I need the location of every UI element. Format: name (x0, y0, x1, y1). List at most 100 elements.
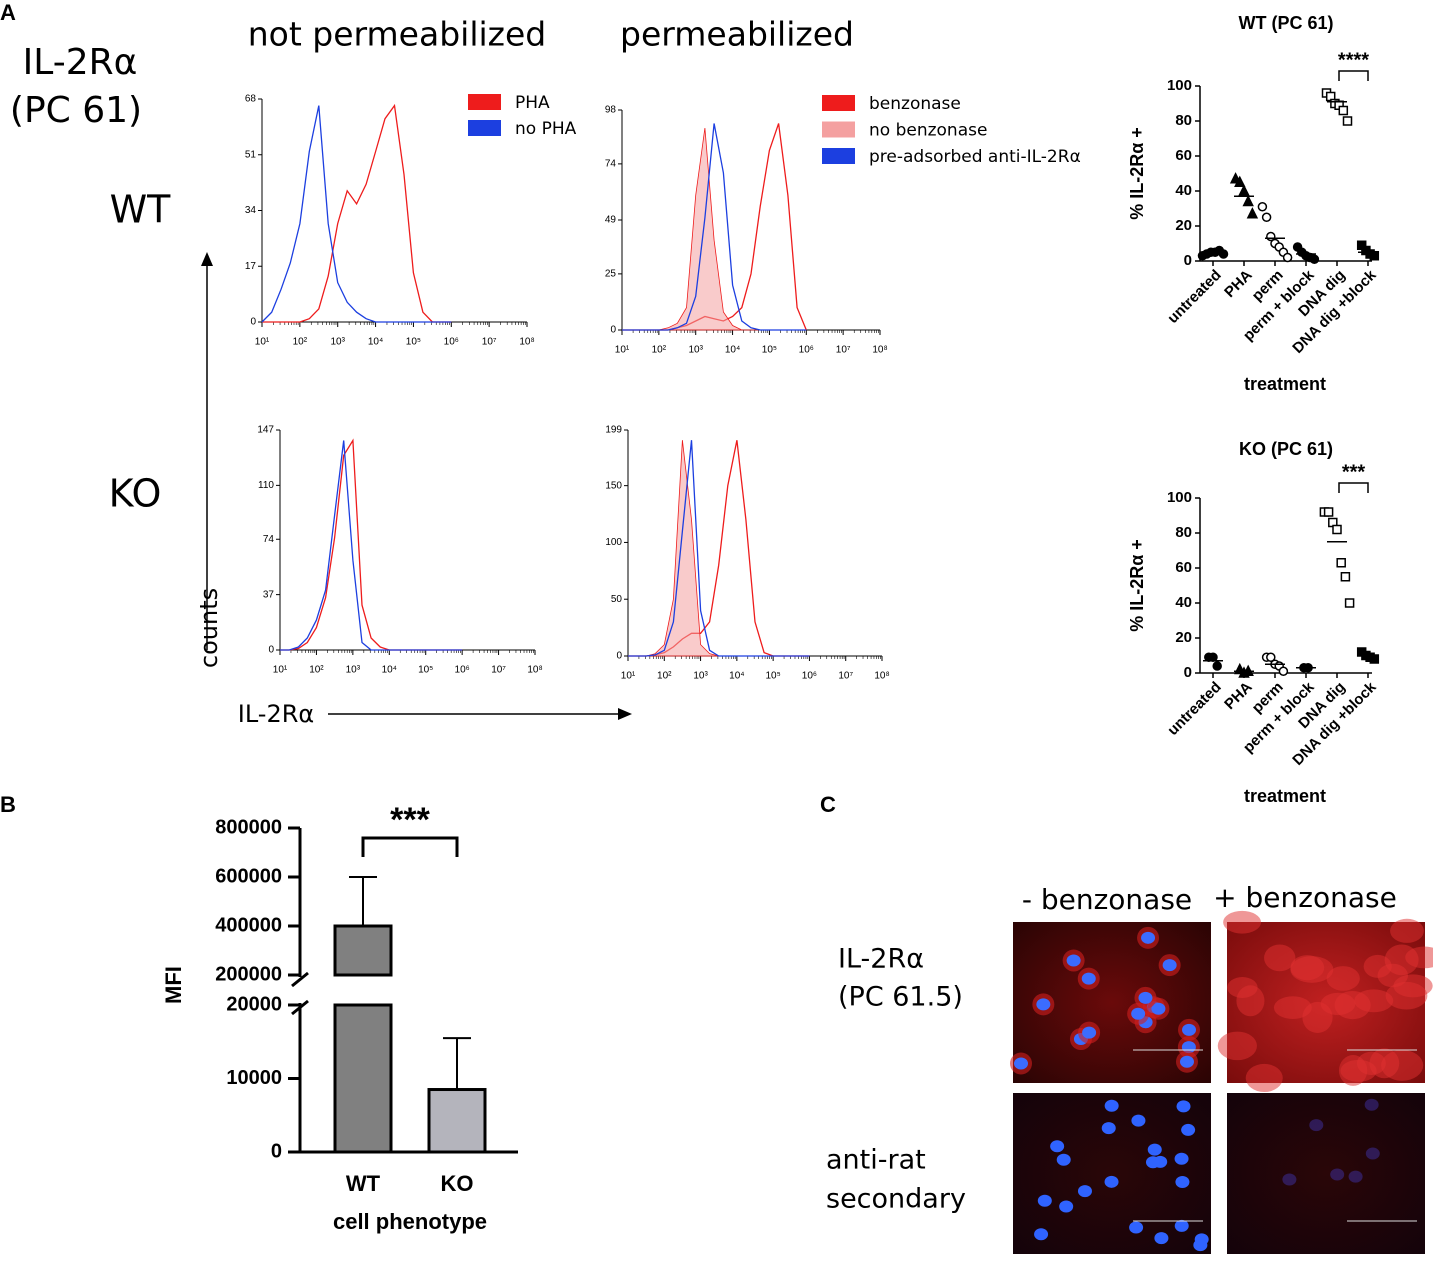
y-tick-label: 60 (1175, 559, 1192, 576)
x-tick-label: 10⁷ (482, 337, 497, 348)
axis-label: % IL-2Rα + (1127, 539, 1147, 632)
cell (1390, 918, 1424, 943)
data-point (1246, 207, 1259, 219)
row-label: KO (109, 472, 162, 516)
bar (333, 924, 393, 977)
panel-label: A (0, 0, 16, 25)
nucleus (1365, 1147, 1380, 1160)
nucleus (1176, 1100, 1191, 1113)
y-tick-label: 0 (1184, 252, 1192, 269)
cell (1381, 1049, 1424, 1081)
nucleus (1193, 1239, 1208, 1252)
row-label: WT (110, 188, 172, 232)
x-tick-label: 10⁸ (874, 671, 889, 682)
arrowhead (618, 708, 632, 720)
significance-bracket (1338, 70, 1369, 81)
nucleus (1131, 1114, 1146, 1127)
data-point (1340, 572, 1351, 582)
significance: *** (1342, 461, 1366, 483)
y-tick-label: 10000 (226, 1067, 282, 1089)
y-tick-label: 150 (605, 480, 622, 491)
x-tick-label: 10³ (688, 345, 703, 356)
significance-bracket (361, 836, 459, 857)
x-tick-label: 10⁵ (406, 337, 421, 348)
x-tick-label: 10³ (346, 665, 361, 676)
legend-label: PHA (515, 93, 550, 113)
cell (1223, 910, 1261, 934)
data-point (1344, 598, 1355, 608)
nucleus (1131, 1007, 1146, 1020)
data-point (1338, 105, 1349, 116)
x-tick-label: 10¹ (255, 337, 270, 348)
nucleus (1081, 972, 1096, 985)
y-tick-label: 40 (1175, 594, 1192, 611)
nucleus (1181, 1123, 1196, 1136)
x-tick-label: 10² (652, 345, 667, 356)
y-tick-label: 98 (605, 105, 617, 116)
cell (1384, 944, 1419, 976)
nucleus (1182, 1023, 1197, 1036)
nucleus (1082, 1026, 1097, 1039)
panel-label: C (820, 792, 836, 817)
x-tick-label: 10⁴ (368, 337, 383, 348)
row-title: IL-2Rα (23, 42, 138, 83)
data-point (1242, 194, 1254, 207)
nucleus (1179, 1055, 1194, 1068)
data-point (1332, 524, 1342, 535)
nucleus (1101, 1122, 1116, 1135)
y-tick-label: 80 (1175, 112, 1192, 129)
x-tick-label: 10² (293, 337, 308, 348)
y-tick-label: 800000 (215, 816, 282, 838)
curve (262, 103, 452, 323)
significance-bracket (1338, 482, 1369, 493)
curve (628, 440, 810, 657)
row-label: IL-2Rα (838, 944, 924, 975)
x-tick-label: 10⁴ (725, 345, 740, 356)
cell (1264, 944, 1296, 972)
axis-label: treatment (1244, 374, 1326, 394)
x-tick-label: PHA (1221, 266, 1256, 301)
nucleus (1056, 1153, 1071, 1166)
x-tick-label: 10⁸ (519, 337, 534, 348)
row-title: (PC 61) (10, 90, 142, 131)
x-tick-label: PHA (1221, 678, 1256, 713)
nucleus (1141, 931, 1156, 944)
x-tick-label: KO (441, 1171, 474, 1196)
column-title: permeabilized (620, 15, 854, 54)
y-tick-label: 0 (610, 325, 616, 336)
x-tick-label: untreated (1164, 267, 1224, 327)
data-point (1238, 184, 1250, 196)
legend-swatch (468, 94, 501, 110)
row-label: anti-rat (826, 1145, 926, 1176)
area (628, 440, 810, 657)
y-tick-label: 74 (263, 534, 275, 545)
nucleus (1104, 1099, 1119, 1112)
y-tick-label: 147 (257, 425, 274, 436)
x-tick-label: 10¹ (621, 671, 636, 682)
y-tick-label: 100 (1167, 77, 1192, 94)
data-point (1257, 202, 1268, 212)
x-tick-label: 10⁴ (729, 671, 744, 682)
data-point (1323, 507, 1334, 517)
chart-title: WT (PC 61) (1238, 13, 1333, 33)
x-tick-label: 10⁶ (802, 671, 817, 682)
y-tick-label: 34 (245, 205, 257, 216)
legend-label: benzonase (869, 94, 961, 114)
x-tick-label: 10² (657, 671, 672, 682)
data-point (1342, 116, 1353, 126)
axis-break (291, 999, 309, 1016)
y-tick-label: 200000 (215, 963, 282, 985)
nucleus (1162, 959, 1177, 972)
legend-swatch (822, 121, 855, 138)
nucleus (1129, 1221, 1144, 1234)
cell (1273, 996, 1312, 1019)
data-point (1282, 252, 1293, 263)
cell (1236, 985, 1265, 1017)
data-point (1266, 652, 1276, 662)
legend-swatch (468, 120, 501, 136)
axis-break (291, 971, 309, 988)
y-tick-label: 0 (616, 651, 622, 662)
significance: **** (1338, 49, 1369, 71)
x-tick-label: 10⁵ (762, 345, 777, 356)
